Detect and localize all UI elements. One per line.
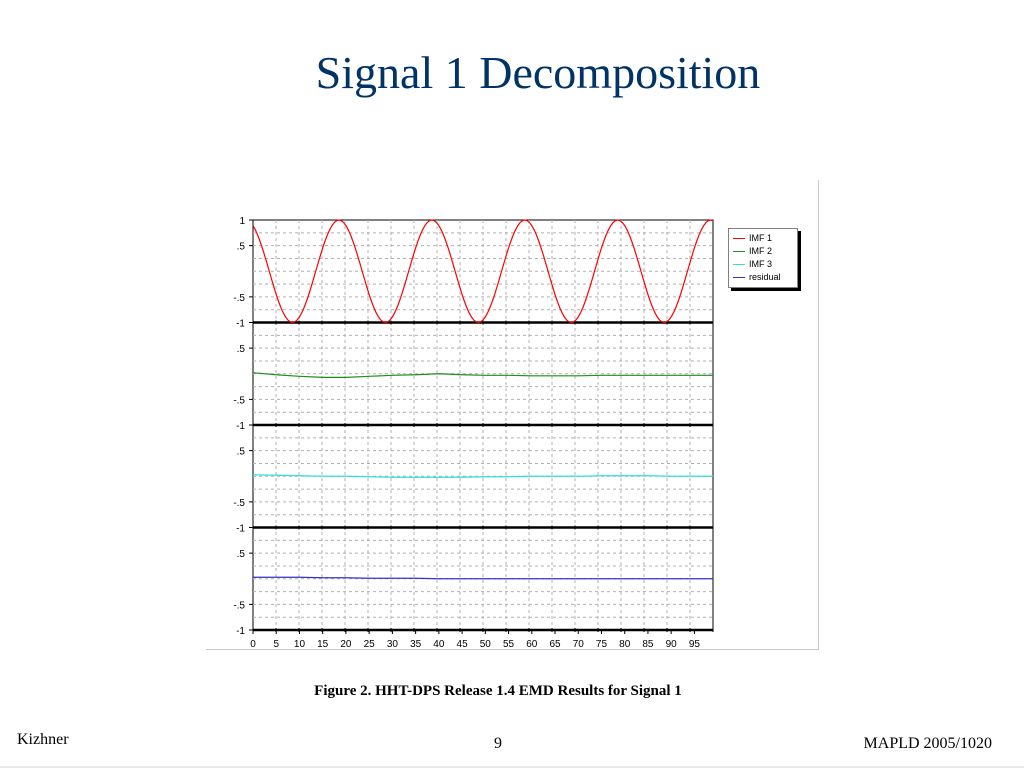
x-tick-label: 5 [273, 639, 279, 650]
x-tick-label: 80 [619, 639, 631, 650]
legend-swatch [733, 250, 745, 252]
y-tick-label: 1 [239, 216, 245, 227]
x-tick-label: 25 [364, 639, 376, 650]
legend-swatch [733, 276, 745, 278]
series-line-residual [253, 576, 713, 580]
x-tick-label: 90 [666, 639, 678, 650]
page-number: 9 [494, 735, 502, 752]
series-line-imf-1 [252, 219, 714, 324]
legend-swatch [733, 237, 745, 239]
x-tick-label: 0 [250, 639, 256, 650]
x-tick-label: 55 [503, 639, 515, 650]
x-tick-label: 60 [526, 639, 538, 650]
chart-frame [206, 180, 820, 650]
y-tick-label: .5 [237, 549, 246, 560]
footer-divider [0, 766, 1024, 768]
chart-legend: IMF 1 IMF 2 IMF 3 residual [728, 228, 798, 288]
legend-swatch [733, 263, 745, 265]
y-tick-label: -.5 [233, 498, 245, 509]
y-tick-label: -.5 [233, 395, 245, 406]
legend-label: IMF 3 [749, 259, 773, 269]
series-line-imf-3 [252, 474, 713, 478]
x-tick-label: 95 [689, 639, 701, 650]
x-tick-label: 10 [294, 639, 306, 650]
frame-right-border [818, 180, 819, 650]
y-tick-label: .5 [237, 447, 246, 458]
x-tick-label: 65 [549, 639, 561, 650]
x-tick-label: 50 [480, 639, 492, 650]
y-tick-label: .5 [237, 242, 246, 253]
x-tick-label: 70 [573, 639, 585, 650]
legend-item: IMF 3 [733, 258, 772, 270]
y-tick-label: -1 [236, 626, 245, 637]
figure-caption: Figure 2. HHT-DPS Release 1.4 EMD Result… [314, 683, 682, 699]
slide-title: Signal 1 Decomposition [315, 47, 761, 98]
x-tick-label: 20 [340, 639, 352, 650]
footer-conference: MAPLD 2005/1020 [863, 735, 992, 752]
x-tick-label: 75 [596, 639, 608, 650]
legend-item: residual [733, 271, 781, 283]
series-line-imf-2 [252, 372, 713, 378]
x-tick-label: 15 [317, 639, 329, 650]
y-tick-label: .5 [237, 344, 246, 355]
legend-item: IMF 1 [733, 232, 772, 244]
footer-author: Kizhner [17, 731, 69, 748]
frame-bottom-border [206, 649, 819, 650]
legend-label: residual [749, 272, 781, 282]
y-tick-label: -1 [236, 319, 245, 330]
y-tick-label: -.5 [233, 293, 245, 304]
legend-item: IMF 2 [733, 245, 772, 257]
x-tick-label: 40 [433, 639, 445, 650]
x-tick-label: 85 [642, 639, 654, 650]
y-tick-label: -1 [236, 524, 245, 535]
legend-label: IMF 2 [749, 246, 773, 256]
y-tick-label: -.5 [233, 600, 245, 611]
y-tick-label: -1 [236, 421, 245, 432]
x-tick-label: 45 [457, 639, 469, 650]
x-tick-label: 30 [387, 639, 399, 650]
legend-label: IMF 1 [749, 233, 773, 243]
x-tick-label: 35 [410, 639, 422, 650]
